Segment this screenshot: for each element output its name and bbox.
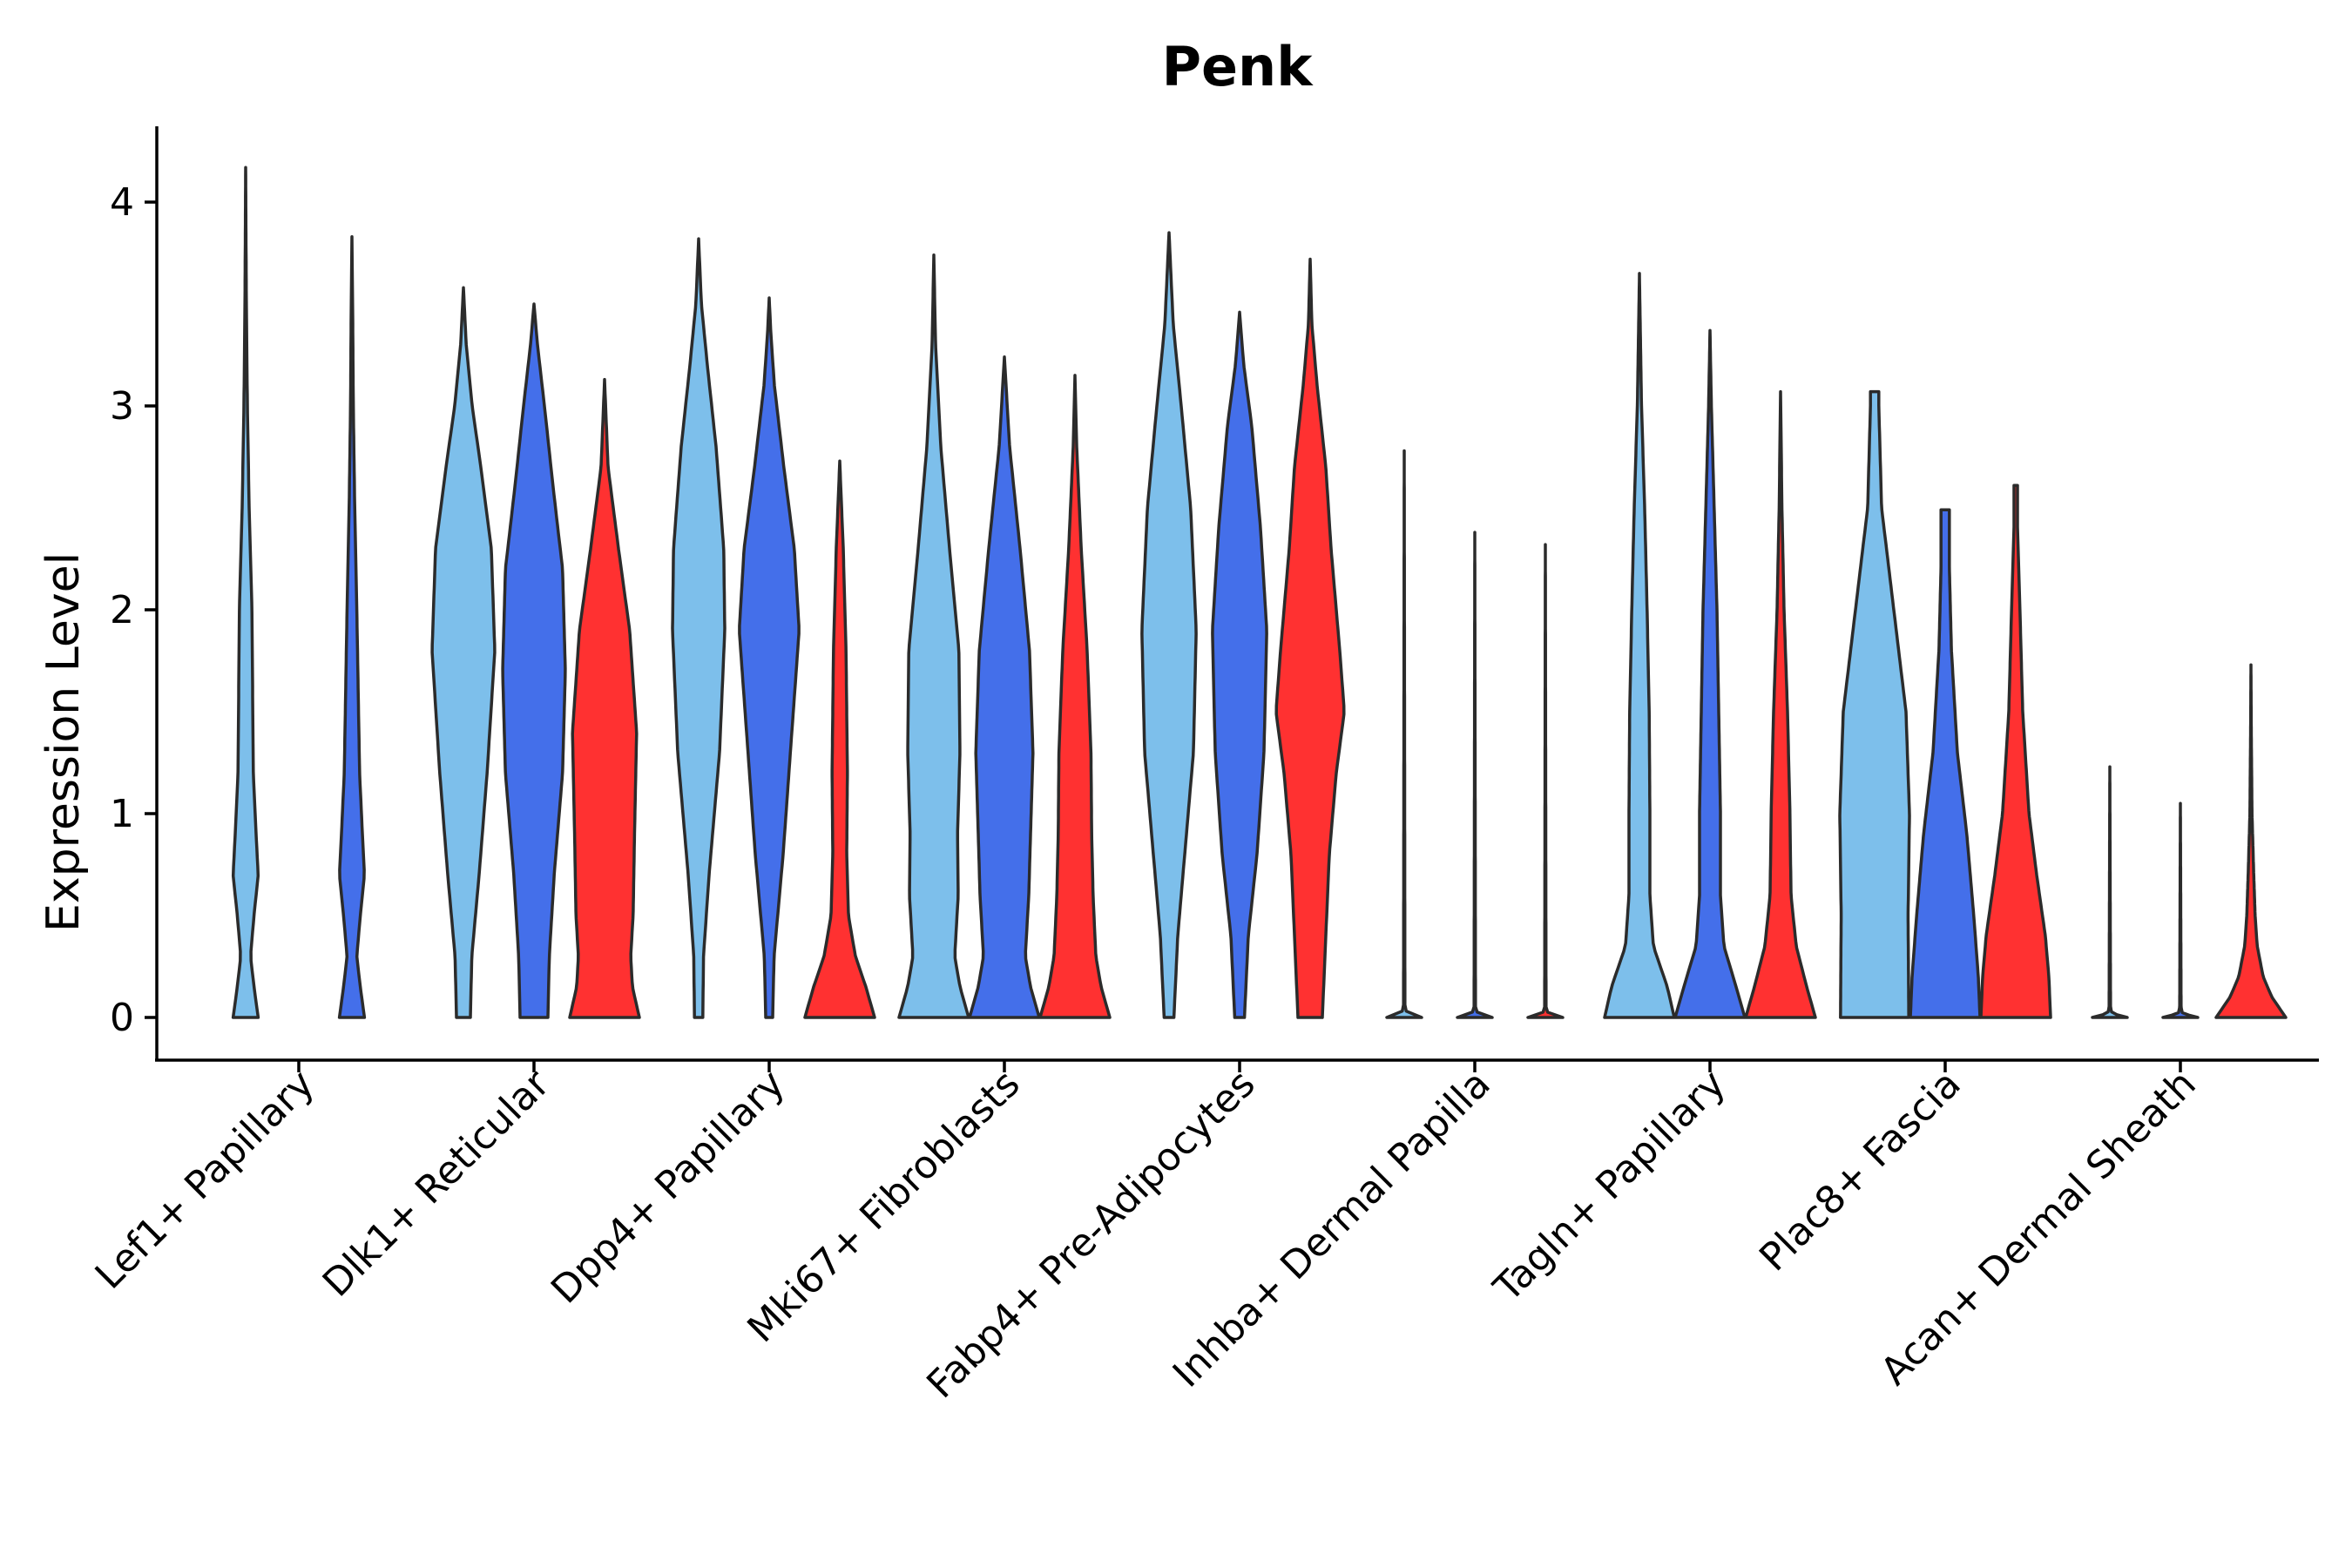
violin-red xyxy=(2214,663,2288,1019)
y-tick-label: 2 xyxy=(110,588,134,632)
violin-light-blue xyxy=(430,286,497,1019)
violin-red xyxy=(1979,483,2052,1019)
y-tick-label: 3 xyxy=(110,384,134,429)
x-tick-label: Tagln+ Papillary xyxy=(1485,1062,1734,1311)
violin-red xyxy=(1744,389,1817,1019)
x-tick-label: Dpp4+ Papillary xyxy=(543,1062,794,1313)
violin-red xyxy=(1038,374,1112,1019)
chart-title: Penk xyxy=(1162,35,1315,98)
x-tick-label: Lef1+ Papillary xyxy=(87,1062,323,1298)
violin-light-blue xyxy=(671,237,727,1019)
violin-light-blue xyxy=(897,253,970,1019)
y-tick-label: 0 xyxy=(110,996,134,1040)
violin-red xyxy=(568,377,641,1019)
violin-red xyxy=(1274,257,1346,1019)
y-ticks: 0 1 2 3 4 xyxy=(110,180,157,1040)
y-axis-label: Expression Level xyxy=(37,552,90,932)
violin-blue xyxy=(337,235,367,1019)
violin-light-blue xyxy=(1385,449,1423,1019)
violin-light-blue xyxy=(1140,231,1198,1019)
violin-blue xyxy=(1211,310,1268,1019)
axes xyxy=(155,126,2319,1062)
y-tick-label: 4 xyxy=(110,180,134,225)
violin-light-blue xyxy=(1603,272,1676,1019)
violin-blue xyxy=(1456,531,1494,1019)
violin-blue xyxy=(1673,328,1747,1019)
violin-light-blue xyxy=(1838,389,1911,1019)
violin-blue xyxy=(1909,508,1982,1019)
violin-blue xyxy=(501,302,567,1019)
violin-light-blue xyxy=(2091,765,2129,1019)
violin-blue xyxy=(968,355,1041,1019)
x-tick-label: Plac8+ Fascia xyxy=(1751,1062,1970,1281)
x-tick-label: Dlk1+ Reticular xyxy=(314,1061,559,1306)
violin-red xyxy=(1526,543,1565,1019)
violin-blue xyxy=(738,296,801,1019)
violin-red xyxy=(803,459,876,1019)
violin-layer xyxy=(231,166,2288,1019)
violin-blue xyxy=(2161,801,2200,1019)
violin-light-blue xyxy=(231,166,260,1019)
y-tick-label: 1 xyxy=(110,792,134,836)
